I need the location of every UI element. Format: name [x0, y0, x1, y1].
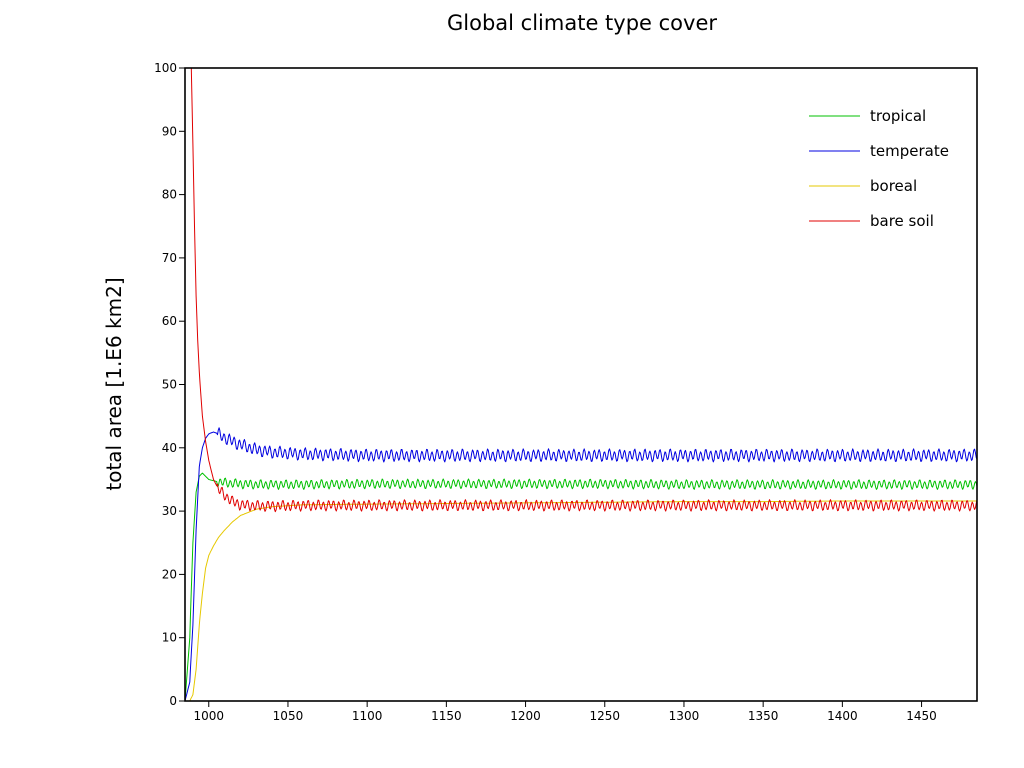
y-axis-label: total area [1.E6 km2] — [102, 277, 126, 490]
x-tick-label: 1150 — [431, 709, 462, 723]
y-tick-label: 90 — [162, 124, 177, 138]
plot-frame — [184, 67, 978, 702]
series-line-tropical — [184, 472, 978, 702]
x-tick-label: 1300 — [669, 709, 700, 723]
x-tick-label: 1100 — [352, 709, 383, 723]
x-tick-label: 1200 — [510, 709, 541, 723]
series-line-bare-soil — [190, 67, 978, 513]
legend: tropical temperate boreal bare soil — [809, 107, 949, 230]
x-tick-label: 1050 — [273, 709, 304, 723]
y-tick-label: 0 — [169, 694, 177, 708]
x-tick-label: 1400 — [827, 709, 858, 723]
legend-label: boreal — [870, 177, 917, 195]
y-tick-label: 50 — [162, 378, 177, 392]
series-line-boreal — [185, 500, 977, 702]
series-line-temperate — [184, 427, 978, 702]
y-tick-label: 40 — [162, 441, 177, 455]
x-tick-label: 1000 — [193, 709, 224, 723]
y-tick-label: 10 — [162, 631, 177, 645]
x-tick-label: 1250 — [589, 709, 620, 723]
y-tick-label: 60 — [162, 314, 177, 328]
y-tick-label: 20 — [162, 567, 177, 581]
y-tick-label: 70 — [162, 251, 177, 265]
series-layer — [184, 67, 978, 702]
ticks-layer: 1000 1050 1100 1150 1200 1250 1300 1350 1400 1450… — [154, 61, 937, 723]
y-tick-label: 80 — [162, 188, 177, 202]
x-tick-label: 1350 — [748, 709, 779, 723]
x-tick-label: 1450 — [906, 709, 937, 723]
y-tick-label: 100 — [154, 61, 177, 75]
legend-label: bare soil — [870, 212, 934, 230]
legend-label: tropical — [870, 107, 926, 125]
legend-label: temperate — [870, 142, 949, 160]
y-tick-label: 30 — [162, 504, 177, 518]
chart-title: Global climate type cover — [447, 11, 717, 35]
